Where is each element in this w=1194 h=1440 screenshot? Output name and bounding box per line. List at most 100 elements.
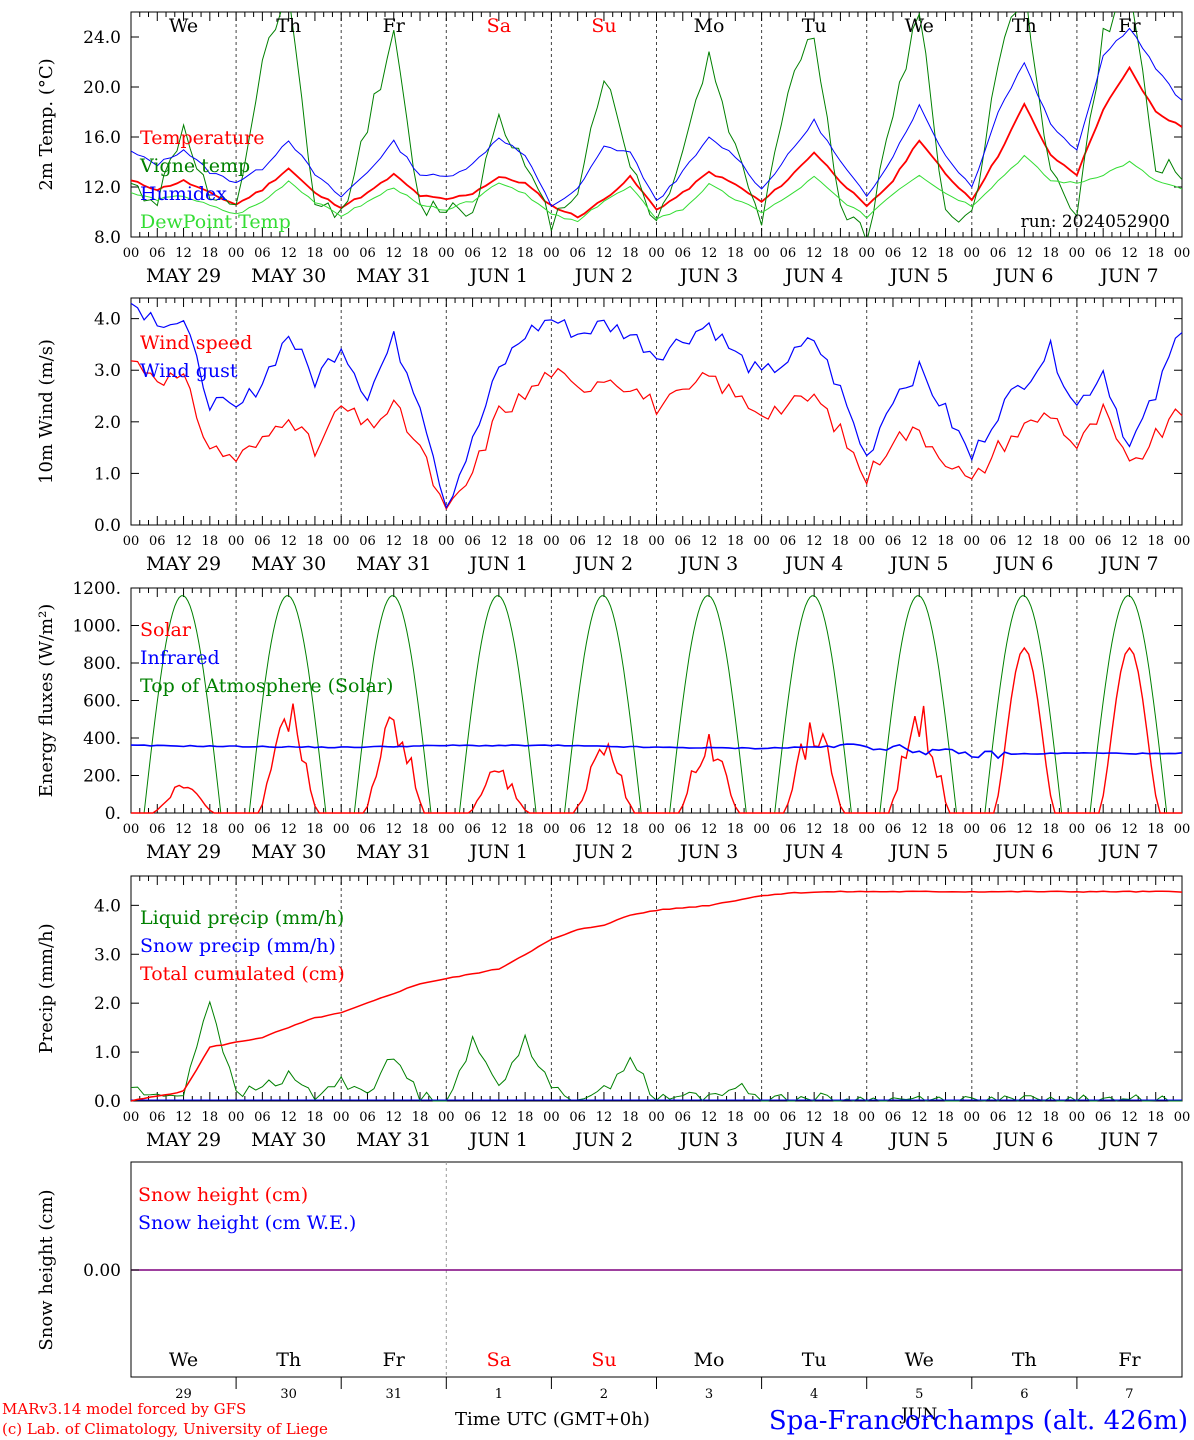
y-tick-label: 3.0 (94, 361, 121, 381)
hour-label: 12 (596, 822, 613, 837)
hour-label: 18 (202, 1110, 219, 1125)
hour-label: 12 (806, 246, 823, 261)
hour-label: 18 (1147, 822, 1164, 837)
legend-item: Infrared (140, 647, 220, 669)
hour-label: 00 (753, 246, 770, 261)
hour-label: 00 (333, 246, 350, 261)
day-name: Tu (802, 15, 827, 37)
date-label: JUN 3 (678, 841, 738, 863)
y-tick-label: 400. (83, 729, 121, 749)
hour-label: 12 (1121, 534, 1138, 549)
hour-label: 06 (675, 246, 692, 261)
date-label: JUN 1 (468, 265, 528, 287)
hour-label: 00 (648, 534, 665, 549)
hour-label: 18 (727, 534, 744, 549)
day-name: Su (591, 15, 616, 37)
date-label: JUN 7 (1098, 265, 1158, 287)
y-tick-label: 3.0 (94, 945, 121, 965)
y-axis-label: Precip (mm/h) (36, 923, 57, 1053)
legend-item: Snow precip (mm/h) (140, 935, 336, 957)
date-label: MAY 29 (146, 265, 221, 287)
y-tick-label: 2.0 (94, 413, 121, 433)
day-name: Fr (1118, 1349, 1141, 1371)
hour-label: 06 (149, 822, 166, 837)
hour-label: 06 (254, 822, 271, 837)
y-axis-label: 10m Wind (m/s) (36, 339, 57, 484)
hour-label: 06 (359, 1110, 376, 1125)
date-label: MAY 31 (356, 265, 431, 287)
y-tick-label: 20.0 (83, 78, 121, 98)
panel-frame-3 (130, 587, 1183, 814)
hour-label: 06 (254, 1110, 271, 1125)
hour-label: 00 (858, 246, 875, 261)
time-axis-label: Time UTC (GMT+0h) (455, 1409, 650, 1430)
hour-label: 00 (333, 534, 350, 549)
hour-label: 00 (123, 1110, 140, 1125)
hour-label: 06 (675, 1110, 692, 1125)
hour-label: 18 (202, 534, 219, 549)
y-tick-label: 4.0 (94, 310, 121, 330)
legend-item: Solar (140, 619, 192, 641)
hour-label: 00 (1174, 822, 1191, 837)
legend-item: Vigne temp (139, 155, 250, 177)
date-label: JUN 2 (573, 841, 633, 863)
hour-label: 18 (832, 534, 849, 549)
hour-label: 06 (885, 1110, 902, 1125)
hour-label: 12 (385, 246, 402, 261)
hour-label: 12 (806, 1110, 823, 1125)
hour-label: 18 (1147, 246, 1164, 261)
hour-label: 00 (543, 1110, 560, 1125)
hour-label: 18 (1042, 822, 1059, 837)
hour-label: 18 (202, 822, 219, 837)
hour-label: 18 (622, 1110, 639, 1125)
hour-label: 06 (780, 534, 797, 549)
wind-series-line (130, 360, 1183, 511)
hour-label: 12 (280, 246, 297, 261)
y-tick-label: 0.0 (94, 516, 121, 536)
hour-label: 18 (307, 1110, 324, 1125)
hour-label: 18 (832, 246, 849, 261)
hour-label: 00 (964, 822, 981, 837)
hour-label: 12 (280, 1110, 297, 1125)
y-tick-label: 0.0 (94, 1092, 121, 1112)
hour-label: 00 (753, 822, 770, 837)
hour-label: 18 (412, 1110, 429, 1125)
hour-label: 12 (911, 1110, 928, 1125)
date-label: JUN 2 (573, 553, 633, 575)
hour-label: 18 (1147, 1110, 1164, 1125)
total-cumulated-line (130, 890, 1183, 1102)
hour-label: 00 (123, 246, 140, 261)
day-name: We (169, 1349, 198, 1371)
y-tick-label: 2.0 (94, 994, 121, 1014)
day-date: 31 (385, 1387, 402, 1402)
date-label: JUN 4 (783, 1129, 843, 1151)
hour-label: 12 (280, 534, 297, 549)
day-name: Su (591, 1349, 616, 1371)
hour-label: 06 (149, 534, 166, 549)
hour-label: 18 (727, 1110, 744, 1125)
hour-label: 12 (596, 1110, 613, 1125)
hour-label: 18 (517, 246, 534, 261)
hour-label: 12 (491, 534, 508, 549)
legend-item: Top of Atmosphere (Solar) (140, 675, 393, 697)
date-label: MAY 29 (146, 553, 221, 575)
date-label: MAY 30 (251, 553, 326, 575)
hour-label: 18 (517, 1110, 534, 1125)
date-label: JUN 5 (888, 265, 948, 287)
hour-label: 00 (333, 1110, 350, 1125)
day-date: 6 (1020, 1387, 1028, 1402)
date-label: JUN 3 (678, 1129, 738, 1151)
hour-label: 12 (806, 822, 823, 837)
hour-label: 18 (1147, 534, 1164, 549)
hour-label: 06 (990, 246, 1007, 261)
hour-label: 18 (937, 1110, 954, 1125)
solar-line (131, 646, 1182, 814)
date-label: JUN 5 (888, 841, 948, 863)
day-name: Fr (1118, 15, 1141, 37)
station-label: Spa-Francorchamps (alt. 426m) (769, 1406, 1188, 1436)
hour-label: 06 (464, 246, 481, 261)
hour-label: 00 (438, 246, 455, 261)
date-label: MAY 30 (251, 1129, 326, 1151)
hour-label: 18 (622, 534, 639, 549)
hour-label: 06 (569, 822, 586, 837)
